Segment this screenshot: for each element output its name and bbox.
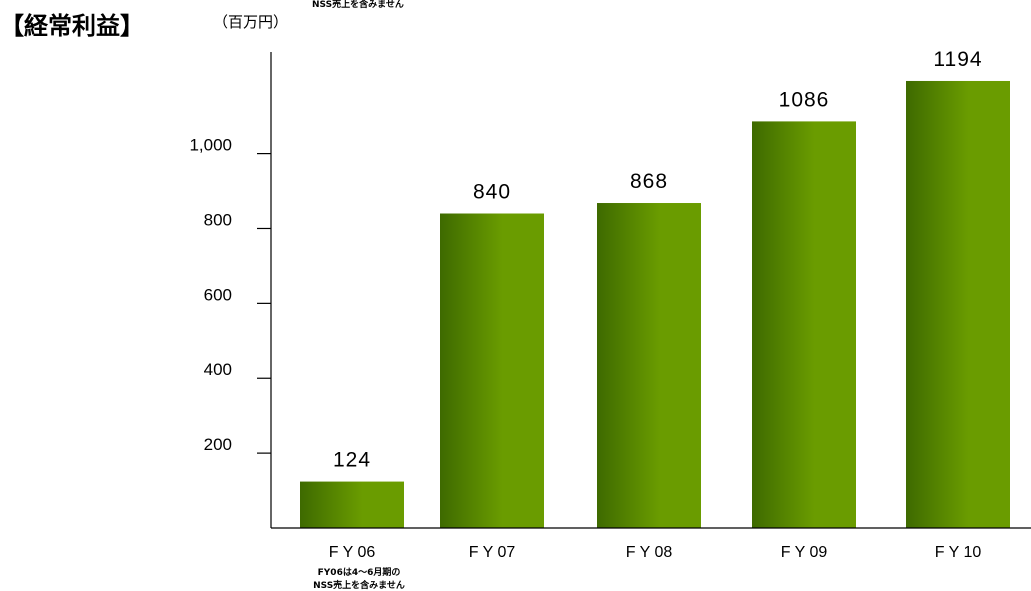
y-tick-label-2: 400: [204, 360, 232, 379]
bar-5: [906, 80, 1010, 528]
chart-title: 【経常利益】: [0, 12, 144, 40]
y-tick-label-4: 800: [204, 210, 232, 229]
value-label-4: 1086: [779, 88, 830, 111]
bars-layer: [300, 80, 1010, 528]
y-tick-label-5: 1,000: [189, 136, 232, 155]
x-tick-label-3: F Y 08: [626, 544, 673, 561]
top-note: NSS売上を含みません: [312, 0, 404, 10]
value-label-2: 840: [473, 181, 511, 204]
y-tick-label-1: 200: [204, 435, 232, 454]
bar-1: [300, 481, 404, 528]
y-axis-unit-label: （百万円）: [213, 13, 288, 31]
value-label-1: 124: [333, 449, 371, 472]
bar-2: [440, 213, 544, 528]
value-label-5: 1194: [933, 48, 982, 71]
value-label-3: 868: [630, 170, 668, 193]
x-tick-label-1: F Y 06: [329, 544, 376, 561]
footnote-line-2: NSS売上を含みません: [313, 579, 405, 591]
bar-4: [752, 121, 856, 528]
y-tick-label-3: 600: [204, 285, 232, 304]
value-labels-layer: 124 840 868 1086 1194: [333, 48, 982, 472]
x-tick-label-5: F Y 10: [935, 544, 982, 561]
y-axis: 200 400 600 800 1,000: [189, 136, 271, 454]
x-tick-label-4: F Y 09: [781, 544, 828, 561]
x-tick-label-2: F Y 07: [469, 544, 516, 561]
bar-3: [597, 203, 701, 528]
footnote-line-1: FY06は4～6月期の: [318, 566, 401, 578]
x-axis: F Y 06 F Y 07 F Y 08 F Y 09 F Y 10: [329, 544, 982, 561]
